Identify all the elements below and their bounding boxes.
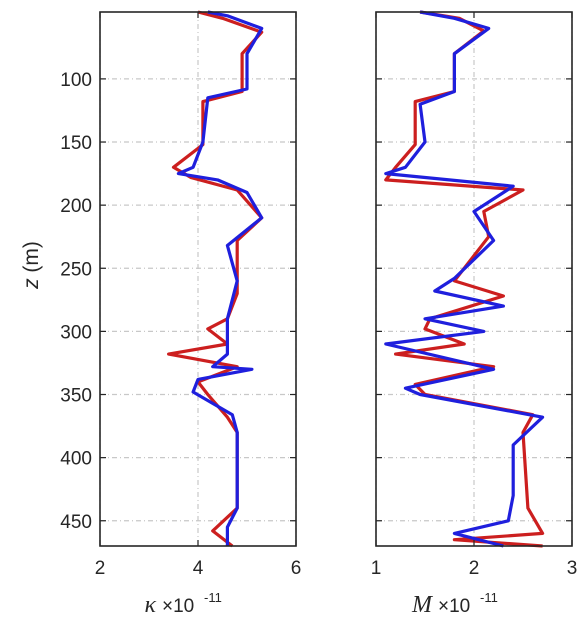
x-tick-label: 1	[371, 558, 382, 579]
m-panel: 1 2 3 M ×10 -11	[371, 10, 578, 618]
y-tick-label: 200	[60, 196, 92, 217]
x-axis-exponent-power: -11	[204, 590, 222, 605]
series-line-1	[176, 10, 264, 546]
x-tick-label: 3	[567, 558, 578, 579]
x-axis-label: M ×10 -11	[411, 590, 498, 618]
x-axis-exponent-base: ×10	[438, 596, 470, 617]
x-tick-label: 2	[95, 558, 106, 579]
y-axis-label-symbol: z	[20, 278, 43, 290]
x-axis-symbol: M	[411, 592, 434, 618]
x-tick-label: 6	[291, 558, 302, 579]
y-tick-label: 100	[60, 70, 92, 91]
y-axis-label: z (m)	[20, 241, 43, 290]
x-tick-label: 2	[469, 558, 480, 579]
y-tick-label: 250	[60, 259, 92, 280]
x-axis-label: κ ×10 -11	[144, 590, 221, 618]
y-tick-label: 150	[60, 133, 92, 154]
y-tick-label: 300	[60, 322, 92, 343]
kappa-panel: 2 4 6 100 150 200 250 300 350 400 450 κ ×10 -11 z (m)	[20, 10, 302, 618]
y-tick-label: 400	[60, 449, 92, 470]
series-line-1	[384, 10, 545, 548]
y-tick-label: 450	[60, 512, 92, 533]
x-tick-label: 4	[193, 558, 204, 579]
x-axis-exponent-base: ×10	[162, 596, 194, 617]
x-axis-symbol: κ	[144, 592, 156, 618]
y-axis-label-unit: (m)	[20, 241, 43, 278]
y-tick-label: 350	[60, 386, 92, 407]
x-axis-exponent-power: -11	[480, 590, 498, 605]
